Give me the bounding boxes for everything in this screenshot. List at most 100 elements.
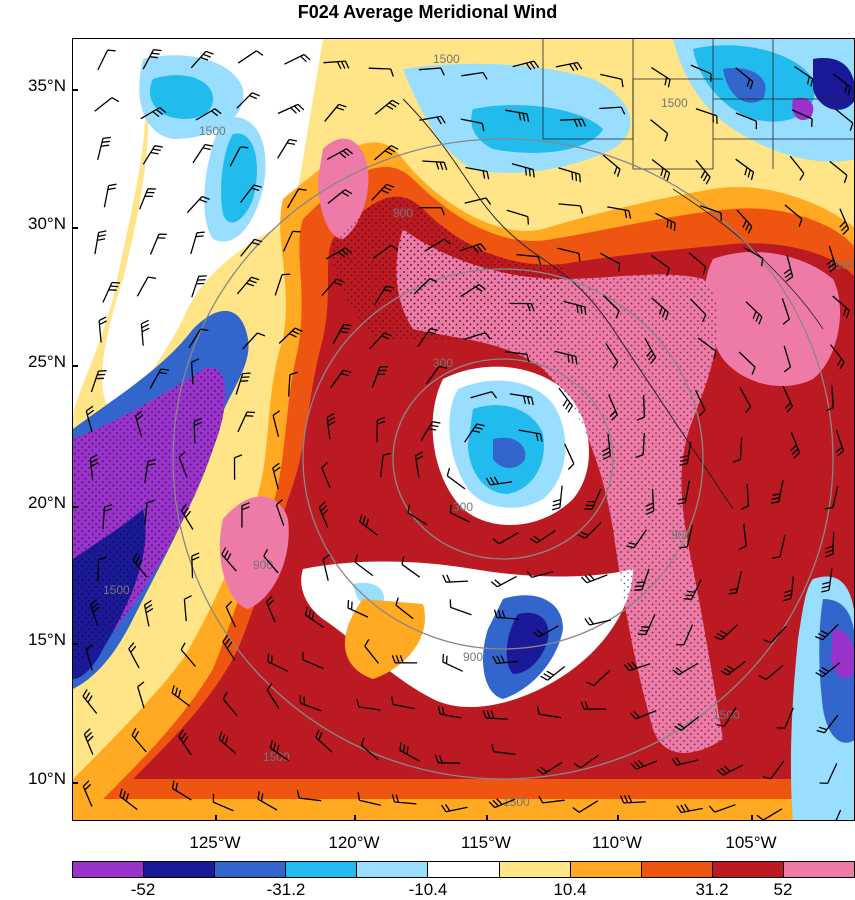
wind-barb-feather: [390, 68, 394, 77]
wind-barb-feather: [500, 655, 506, 663]
wind-barb-feather: [822, 581, 831, 585]
wind-barb-feather: [844, 84, 848, 93]
wind-barb-feather: [101, 144, 110, 147]
wind-barb-feather: [286, 142, 296, 146]
contour-label: 900: [253, 558, 273, 572]
wind-barb-feather: [246, 282, 255, 287]
wind-barb-feather: [532, 169, 535, 178]
contour-label: 1500: [103, 583, 130, 597]
wind-barb-feather: [155, 109, 164, 116]
wind-barb-feather: [263, 548, 269, 557]
wind-barb-feather: [395, 655, 400, 664]
wind-barb-staff: [272, 415, 280, 437]
wind-barb-staff: [695, 389, 706, 411]
wind-barb-feather: [836, 358, 843, 367]
wind-barb-feather: [671, 758, 678, 766]
wind-barb-feather: [327, 420, 336, 426]
axis-tick: [72, 365, 78, 367]
wind-barb-staff: [683, 624, 694, 646]
wind-barb-staff: [266, 689, 280, 709]
wind-barb-feather: [627, 794, 633, 803]
wind-barb-feather: [439, 161, 444, 170]
wind-barb-feather: [825, 545, 834, 550]
wind-barb-staff: [178, 456, 188, 478]
colorbar-swatch: [712, 862, 784, 877]
wind-barb-staff: [144, 502, 148, 525]
wind-barb-staff: [578, 800, 599, 813]
wind-barb-staff: [690, 298, 707, 316]
wind-barb-feather: [257, 332, 266, 337]
wind-barb-feather: [817, 633, 826, 638]
wind-barb-feather: [152, 148, 161, 152]
axis-tick: [72, 227, 78, 229]
field-ne-navy: [813, 58, 854, 110]
wind-barb-feather: [569, 63, 575, 72]
wind-barb-feather: [391, 655, 396, 664]
wind-barb-staff: [299, 797, 322, 802]
wind-barb-feather: [224, 736, 229, 745]
wind-barb-staff: [229, 146, 241, 167]
wind-barb-feather: [391, 794, 396, 803]
wind-barb-feather: [576, 62, 583, 70]
wind-barb-feather: [490, 710, 495, 719]
contour-label: 1500: [503, 795, 530, 809]
wind-barb-feather: [672, 669, 680, 676]
wind-barb-staff: [827, 763, 838, 784]
wind-barb-feather: [842, 228, 850, 235]
wind-barb-feather: [482, 72, 488, 80]
wind-barb-staff: [460, 118, 483, 124]
wind-barb-feather: [526, 396, 531, 405]
wind-barb-feather: [440, 207, 445, 216]
wind-barb-feather: [253, 184, 262, 188]
wind-barb-feather: [90, 458, 99, 464]
wind-barb-feather: [269, 740, 273, 749]
wind-barb-feather: [485, 197, 492, 205]
wind-barb-feather: [784, 589, 793, 594]
wind-barb-feather: [152, 111, 160, 118]
lon-label-115w: 115°W: [461, 833, 511, 852]
wind-barb-feather: [344, 189, 353, 195]
lat-label-30n: 30°N: [28, 214, 66, 233]
wind-barb-staff: [464, 332, 486, 340]
wind-barb-feather: [336, 278, 345, 283]
wind-barb-feather: [318, 732, 323, 741]
wind-barb-feather: [180, 732, 187, 741]
wind-barb-feather: [204, 143, 214, 147]
wind-barb-feather: [845, 310, 850, 319]
wind-barb-feather: [107, 49, 116, 52]
wind-barb-feather: [289, 371, 298, 376]
wind-barb-feather: [526, 113, 530, 122]
wind-barb-feather: [427, 331, 436, 335]
wind-barb-staff: [446, 475, 466, 490]
wind-barb-feather: [289, 333, 297, 338]
wind-barb-feather: [701, 314, 707, 323]
wind-barb-staff: [714, 804, 736, 813]
wind-barb-feather: [835, 446, 843, 453]
wind-barb-feather: [446, 574, 451, 583]
wind-barb-feather: [621, 79, 624, 88]
wind-barb-feather: [628, 542, 637, 546]
wind-barb-staff: [531, 570, 554, 579]
wind-barb-feather: [226, 641, 233, 649]
wind-barb-feather: [415, 455, 424, 461]
wind-barb-feather: [576, 304, 579, 313]
wind-barb-feather: [196, 231, 205, 234]
wind-barb-feather: [308, 609, 312, 618]
lon-label-105w: 105°W: [725, 833, 777, 852]
wind-barb-staff: [505, 351, 527, 355]
wind-barb-feather: [240, 146, 249, 149]
wind-barb-feather: [160, 368, 169, 371]
wind-barb-feather: [618, 263, 621, 272]
wind-barb-feather: [321, 461, 328, 469]
wind-barb-feather: [758, 316, 763, 325]
wind-barb-feather: [82, 780, 90, 787]
wind-barb-feather: [611, 414, 618, 421]
wind-barb-staff: [470, 391, 492, 399]
wind-barb-feather: [341, 191, 350, 197]
wind-barb-feather: [816, 729, 825, 734]
wind-barb-staff: [697, 337, 717, 352]
wind-barb-feather: [87, 695, 93, 703]
wind-barb-feather: [723, 765, 731, 772]
wind-barb-feather: [524, 167, 528, 176]
wind-barb-feather: [572, 806, 580, 813]
